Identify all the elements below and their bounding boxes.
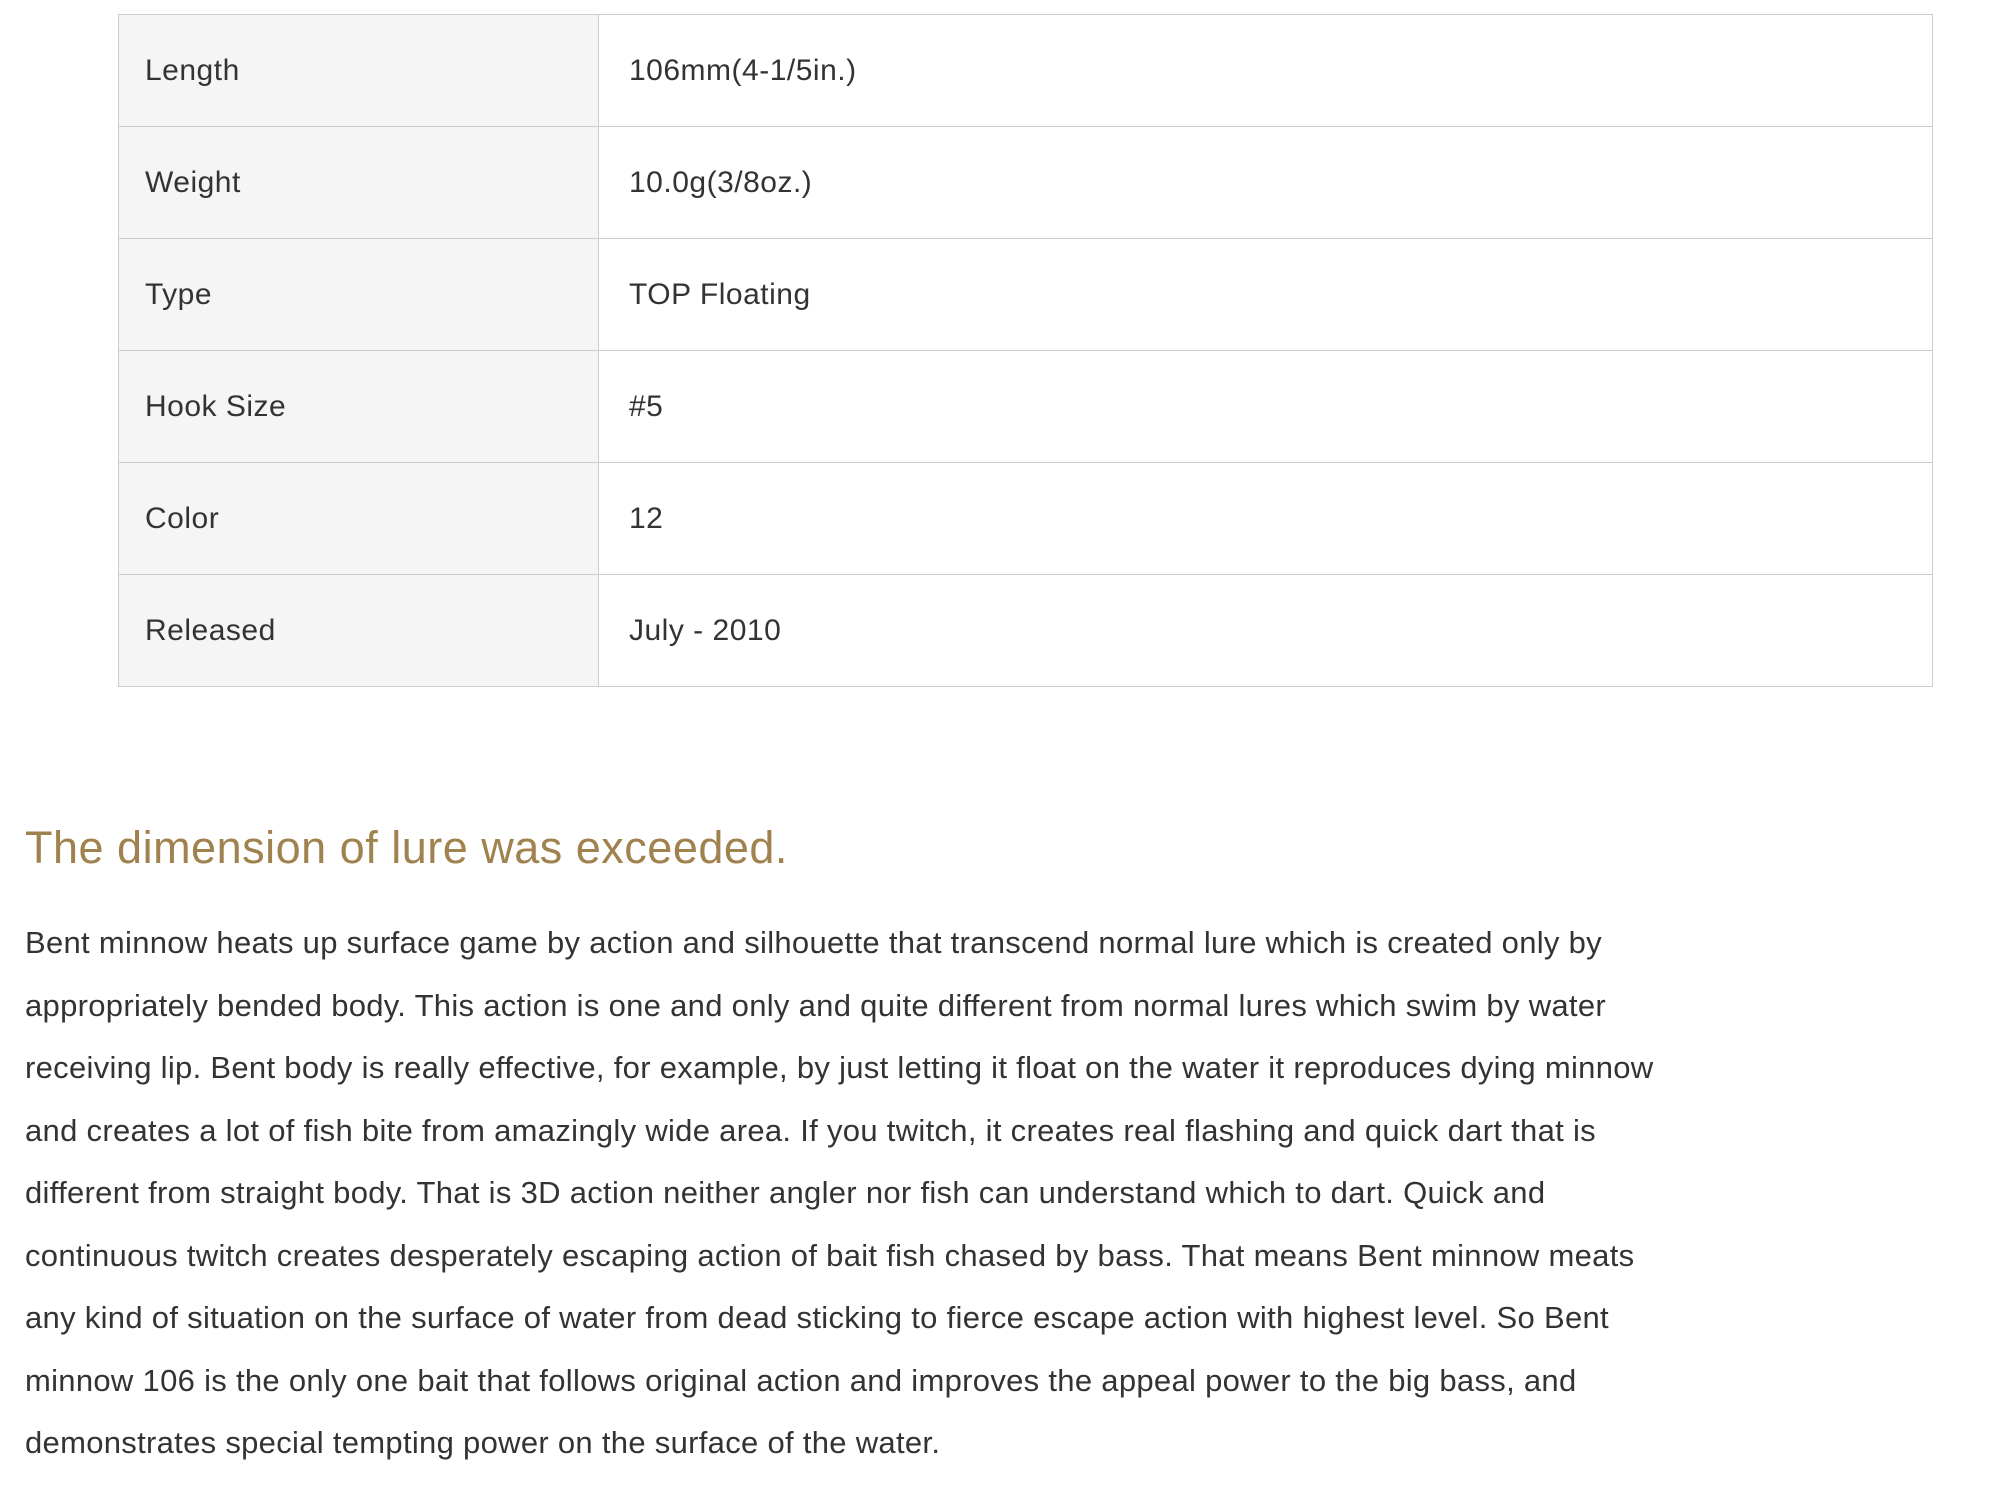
- spec-value-type: TOP Floating: [598, 238, 1933, 351]
- spec-label-type: Type: [118, 238, 599, 351]
- table-row: Hook Size #5: [118, 350, 1933, 463]
- spec-table: Length 106mm(4-1/5in.) Weight 10.0g(3/8o…: [118, 14, 1933, 687]
- description-line: and creates a lot of fish bite from amaz…: [25, 1112, 1596, 1148]
- spec-value-weight: 10.0g(3/8oz.): [598, 126, 1933, 239]
- spec-label-weight: Weight: [118, 126, 599, 239]
- description-line: continuous twitch creates desperately es…: [25, 1237, 1635, 1273]
- description-line: Bent minnow heats up surface game by act…: [25, 925, 1602, 960]
- spec-label-color: Color: [118, 462, 599, 575]
- table-row: Weight 10.0g(3/8oz.): [118, 126, 1933, 239]
- spec-label-released: Released: [118, 574, 599, 687]
- table-row: Released July - 2010: [118, 574, 1933, 687]
- description-line: different from straight body. That is 3D…: [25, 1175, 1546, 1210]
- description-line: any kind of situation on the surface of …: [25, 1300, 1609, 1335]
- description-line: appropriately bended body. This action i…: [25, 987, 1606, 1023]
- spec-value-hook-size: #5: [598, 350, 1933, 463]
- description-line: demonstrates special tempting power on t…: [25, 1425, 941, 1460]
- spec-value-released: July - 2010: [598, 574, 1933, 687]
- table-row: Length 106mm(4-1/5in.): [118, 14, 1933, 127]
- spec-label-length: Length: [118, 14, 599, 127]
- table-row: Type TOP Floating: [118, 238, 1933, 351]
- table-row: Color 12: [118, 462, 1933, 575]
- section-heading: The dimension of lure was exceeded.: [25, 822, 788, 873]
- spec-label-hook-size: Hook Size: [118, 350, 599, 463]
- description-line: minnow 106 is the only one bait that fol…: [25, 1362, 1577, 1398]
- spec-value-color: 12: [598, 462, 1933, 575]
- description-paragraph: Bent minnow heats up surface game by act…: [25, 912, 1990, 1475]
- spec-value-length: 106mm(4-1/5in.): [598, 14, 1933, 127]
- description-line: receiving lip. Bent body is really effec…: [25, 1050, 1654, 1085]
